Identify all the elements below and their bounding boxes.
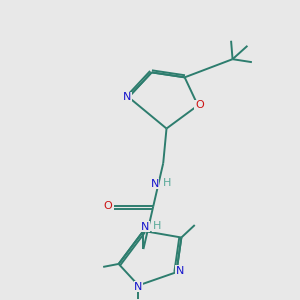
- Text: O: O: [195, 100, 204, 110]
- Text: H: H: [162, 178, 171, 188]
- Text: N: N: [176, 266, 184, 276]
- Text: O: O: [103, 201, 112, 211]
- Text: N: N: [141, 222, 149, 232]
- Text: N: N: [151, 179, 159, 189]
- Text: H: H: [152, 221, 161, 231]
- Text: N: N: [123, 92, 131, 102]
- Text: N: N: [134, 282, 142, 292]
